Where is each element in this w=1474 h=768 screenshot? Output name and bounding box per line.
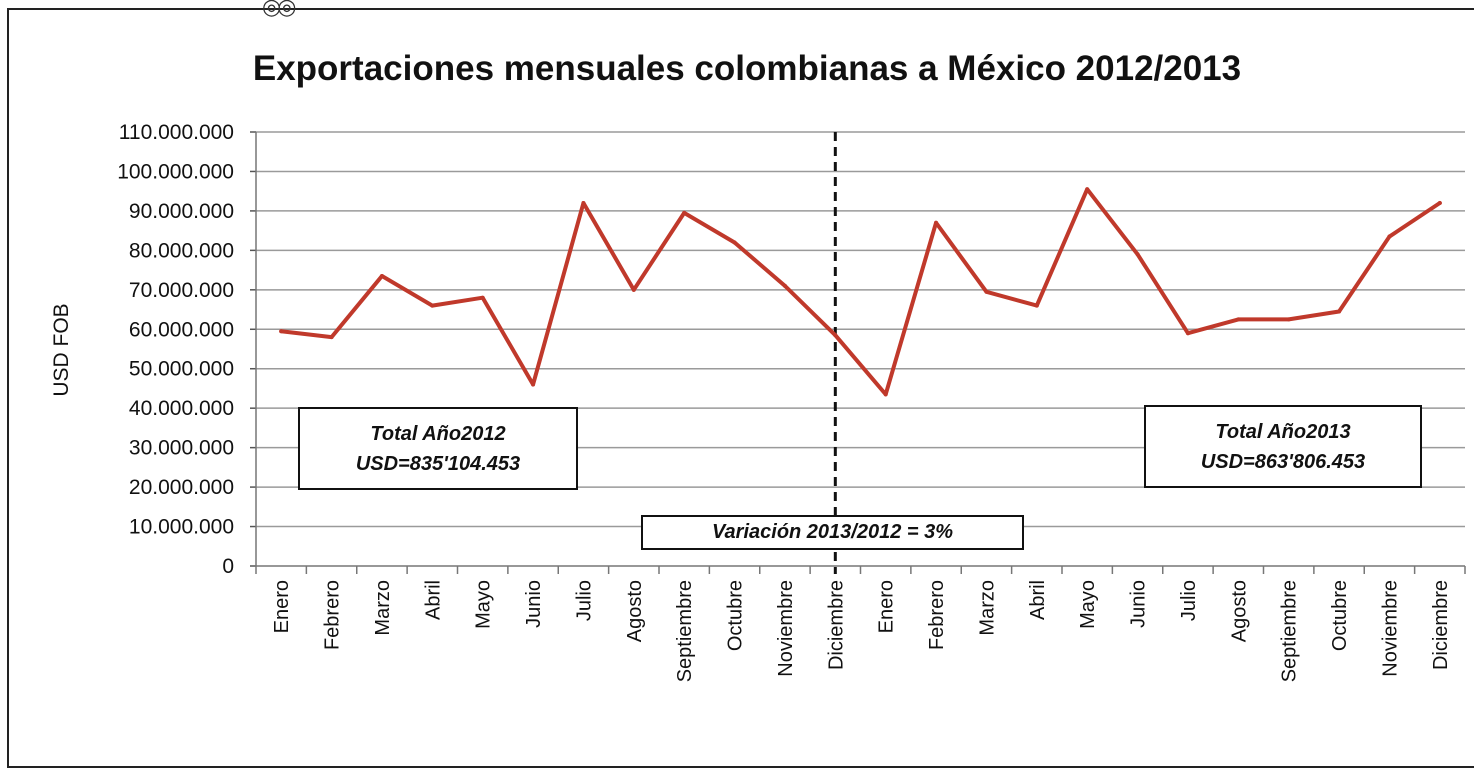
x-tick-label: Diciembre: [1430, 580, 1452, 670]
y-tick-label: 50.000.000: [129, 358, 234, 381]
data-point: [631, 287, 636, 292]
y-tick-label: 30.000.000: [129, 437, 234, 460]
total-2013-value: USD=863'806.453: [1200, 451, 1366, 473]
data-point: [1034, 303, 1039, 308]
y-tick-label: 0: [222, 555, 234, 578]
y-tick-label: 90.000.000: [129, 200, 234, 223]
x-tick-label: Julio: [573, 580, 595, 621]
data-point: [581, 201, 586, 206]
data-point: [1437, 201, 1442, 206]
y-tick-label: 20.000.000: [129, 476, 234, 499]
data-point: [531, 382, 536, 387]
data-point: [1286, 317, 1291, 322]
y-tick-label: 100.000.000: [117, 160, 234, 183]
data-point: [1337, 309, 1342, 314]
data-point: [682, 210, 687, 215]
variation-label: Variación 2013/2012 = 3%: [711, 521, 954, 543]
x-tick-label: Agosto: [624, 580, 646, 642]
x-tick-label: Octubre: [1329, 580, 1351, 651]
y-tick-label: 110.000.000: [119, 121, 234, 144]
data-point: [1236, 317, 1241, 322]
x-axis: [255, 132, 1466, 574]
chart-frame: [7, 8, 1474, 768]
data-point: [480, 295, 485, 300]
x-tick-label: Noviembre: [775, 580, 797, 677]
total-2013-box: Total Año2013 USD=863'806.453: [1144, 405, 1422, 488]
data-point: [430, 303, 435, 308]
y-tick-label: 80.000.000: [129, 239, 234, 262]
total-2012-box: Total Año2012 USD=835'104.453: [298, 407, 578, 490]
x-tick-label: Junio: [523, 580, 545, 628]
data-point: [1387, 234, 1392, 239]
x-tick-label: Marzo: [976, 580, 998, 636]
data-point: [782, 283, 787, 288]
x-tick-label: Mayo: [1077, 580, 1099, 629]
x-tick-label: Febrero: [926, 580, 948, 650]
y-tick-label: 70.000.000: [129, 279, 234, 302]
data-point: [279, 329, 284, 334]
data-point: [984, 289, 989, 294]
x-tick-label: Febrero: [322, 580, 344, 650]
x-tick-label: Enero: [876, 580, 898, 633]
x-tick-label: Mayo: [473, 580, 495, 629]
data-point: [732, 240, 737, 245]
total-2012-value: USD=835'104.453: [355, 453, 521, 475]
y-tick-label: 40.000.000: [129, 397, 234, 420]
y-tick-labels: 0 10.000.000 20.000.000 30.000.000 40.000.00…: [117, 121, 234, 578]
x-tick-label: Agosto: [1228, 580, 1250, 642]
x-tick-label: Abril: [1027, 580, 1049, 620]
data-point: [1185, 331, 1190, 336]
corner-mark-icon: ◎◎: [262, 0, 296, 19]
series-lines: [279, 187, 1442, 397]
data-point: [833, 333, 838, 338]
total-2013-title: Total Año2013: [1215, 421, 1351, 443]
x-tick-label: Septiembre: [674, 580, 696, 682]
grid-lines: [250, 131, 1465, 567]
total-2012-title: Total Año2012: [370, 423, 506, 445]
series-line: [279, 187, 1442, 397]
chart-title: Exportaciones mensuales colombianas a Mé…: [253, 49, 1241, 88]
variation-box: Variación 2013/2012 = 3%: [641, 515, 1024, 550]
data-point: [1085, 187, 1090, 192]
data-point: [379, 274, 384, 279]
x-tick-label: Septiembre: [1279, 580, 1301, 682]
y-tick-label: 60.000.000: [129, 318, 234, 341]
x-tick-label: Julio: [1178, 580, 1200, 621]
y-axis-label: USD FOB: [50, 303, 73, 396]
x-tick-labels: Enero Febrero Marzo Abril Mayo Junio Julio Agos…: [271, 580, 1452, 682]
x-tick-label: Noviembre: [1379, 580, 1401, 677]
x-tick-label: Octubre: [725, 580, 747, 651]
x-tick-label: Enero: [271, 580, 293, 633]
x-tick-label: Abril: [422, 580, 444, 620]
data-point: [934, 220, 939, 225]
data-point: [1135, 252, 1140, 257]
y-tick-label: 10.000.000: [129, 516, 234, 539]
data-point: [883, 392, 888, 397]
x-tick-label: Marzo: [372, 580, 394, 636]
x-tick-label: Junio: [1128, 580, 1150, 628]
line-chart: Exportaciones mensuales colombianas a Mé…: [50, 49, 1466, 682]
x-tick-label: Diciembre: [825, 580, 847, 670]
data-point: [329, 335, 334, 340]
